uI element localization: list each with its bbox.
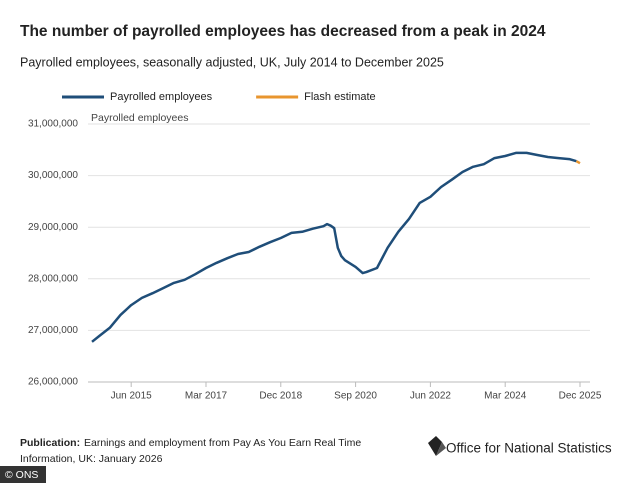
- x-tick-label: Jun 2015: [111, 391, 153, 402]
- y-axis-label: Payrolled employees: [91, 112, 188, 124]
- y-tick-label: 26,000,000: [28, 377, 78, 388]
- chart-subtitle: Payrolled employees, seasonally adjusted…: [20, 55, 444, 69]
- y-tick-label: 28,000,000: [28, 273, 78, 284]
- y-tick-label: 27,000,000: [28, 325, 78, 336]
- series-line: [575, 160, 581, 165]
- ons-logo: Office for National Statistics: [428, 436, 612, 456]
- x-tick-label: Mar 2017: [185, 391, 228, 402]
- legend-label: Payrolled employees: [110, 91, 213, 103]
- publication-label: Publication:: [20, 437, 80, 449]
- chart-title: The number of payrolled employees has de…: [20, 23, 546, 40]
- x-tick-label: Sep 2020: [334, 391, 377, 402]
- series-line: [91, 151, 577, 343]
- publication-text: Information, UK: January 2026: [20, 453, 163, 465]
- logo-mark: [436, 442, 446, 456]
- logo-mark: [428, 436, 442, 456]
- credit: © ONS: [5, 469, 38, 481]
- x-tick-label: Dec 2025: [559, 391, 602, 402]
- publication-text: Earnings and employment from Pay As You …: [84, 437, 361, 449]
- legend-label: Flash estimate: [304, 91, 376, 103]
- y-tick-label: 31,000,000: [28, 119, 78, 130]
- y-tick-label: 30,000,000: [28, 170, 78, 181]
- x-tick-label: Jun 2022: [410, 391, 452, 402]
- x-tick-label: Mar 2024: [484, 391, 527, 402]
- x-tick-label: Dec 2018: [259, 391, 302, 402]
- logo-text: Office for National Statistics: [446, 441, 612, 456]
- credit-badge: [0, 466, 46, 483]
- y-tick-label: 29,000,000: [28, 222, 78, 233]
